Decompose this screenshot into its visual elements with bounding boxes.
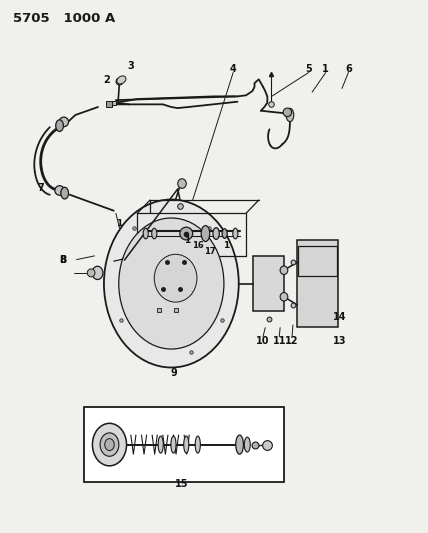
Text: 13: 13 <box>333 336 347 346</box>
Ellipse shape <box>280 266 288 274</box>
Ellipse shape <box>184 436 189 453</box>
Ellipse shape <box>56 120 63 132</box>
Text: 15: 15 <box>175 480 189 489</box>
Circle shape <box>92 423 127 466</box>
Text: 1: 1 <box>223 241 229 250</box>
Text: 5: 5 <box>305 64 312 74</box>
Ellipse shape <box>59 117 68 127</box>
Text: 1: 1 <box>322 64 329 74</box>
Ellipse shape <box>280 293 288 301</box>
Ellipse shape <box>171 436 176 453</box>
Circle shape <box>105 439 114 450</box>
Text: 8: 8 <box>59 255 66 264</box>
Ellipse shape <box>117 76 126 84</box>
Text: 9: 9 <box>170 368 177 378</box>
Text: 12: 12 <box>285 336 299 346</box>
Ellipse shape <box>154 254 197 302</box>
FancyBboxPatch shape <box>297 240 338 327</box>
Text: 1: 1 <box>116 220 122 229</box>
Ellipse shape <box>236 435 244 454</box>
Ellipse shape <box>180 227 193 240</box>
Ellipse shape <box>213 228 219 239</box>
Ellipse shape <box>195 436 200 453</box>
Ellipse shape <box>283 108 291 117</box>
Text: 11: 11 <box>273 336 286 346</box>
Ellipse shape <box>244 437 250 452</box>
Text: 17: 17 <box>204 247 216 256</box>
Ellipse shape <box>55 185 64 195</box>
Ellipse shape <box>87 269 95 277</box>
Text: 4: 4 <box>230 64 237 74</box>
Bar <box>84 407 284 482</box>
Text: B: B <box>59 255 66 264</box>
Bar <box>298 246 337 276</box>
Ellipse shape <box>158 436 163 453</box>
Text: 5705   1000 A: 5705 1000 A <box>14 12 116 26</box>
Text: 14: 14 <box>333 312 347 322</box>
Ellipse shape <box>143 228 148 239</box>
FancyBboxPatch shape <box>253 256 284 311</box>
Ellipse shape <box>233 228 238 239</box>
Text: 16: 16 <box>192 241 204 250</box>
Text: 2: 2 <box>103 76 110 85</box>
Ellipse shape <box>201 225 210 241</box>
Ellipse shape <box>286 108 294 122</box>
Text: 10: 10 <box>256 336 270 346</box>
Ellipse shape <box>222 229 227 238</box>
Circle shape <box>104 199 239 368</box>
Circle shape <box>119 218 224 349</box>
Circle shape <box>100 433 119 456</box>
Text: 1: 1 <box>184 237 190 246</box>
Text: 3: 3 <box>128 61 134 70</box>
Ellipse shape <box>92 266 103 279</box>
Ellipse shape <box>61 187 68 199</box>
Ellipse shape <box>178 179 186 188</box>
Ellipse shape <box>152 228 157 239</box>
Text: 6: 6 <box>345 64 352 74</box>
Text: 7: 7 <box>38 183 45 193</box>
